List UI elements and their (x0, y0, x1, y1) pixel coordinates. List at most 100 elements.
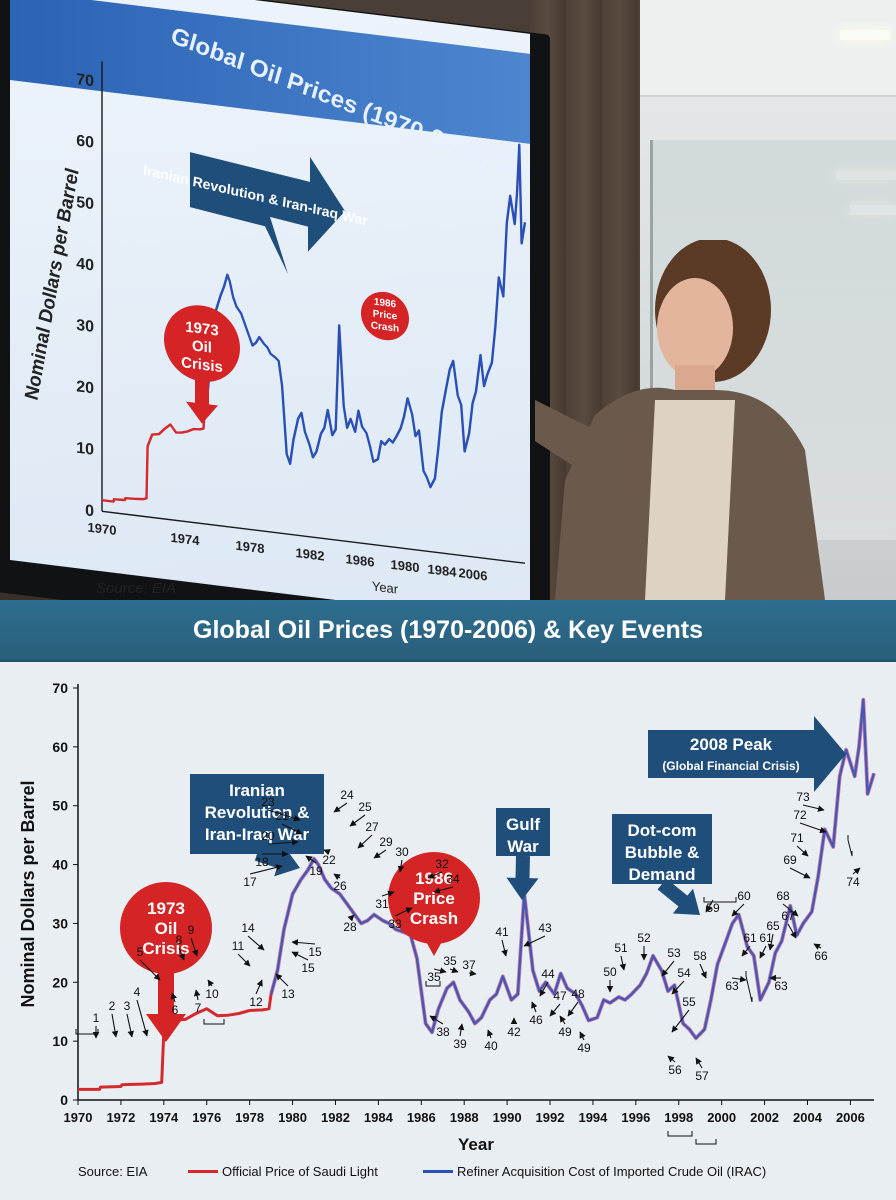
annotation-arrow (457, 1023, 465, 1037)
annotation-arrow (323, 849, 331, 856)
annotation-arrow (619, 955, 626, 971)
y-tick-label: 10 (52, 1033, 68, 1049)
y-tick-label: 70 (52, 680, 68, 696)
annotation-arrow (731, 975, 747, 983)
annotation-label: 2 (109, 999, 116, 1013)
chart-legend: Source: EIA Official Price of Saudi Ligh… (78, 1164, 878, 1184)
legend-label-saudi: Official Price of Saudi Light (222, 1164, 378, 1179)
annotation-label: 34 (446, 872, 460, 886)
chart-panel: Global Oil Prices (1970-2006) & Key Even… (0, 600, 896, 1200)
annotation-label: 52 (637, 931, 651, 945)
callout-label: Crash (410, 909, 458, 928)
x-tick-label: 1986 (407, 1110, 436, 1125)
event-callout: Gulf War (496, 808, 550, 900)
annotation-arrow (281, 823, 303, 835)
range-bracket (203, 1019, 225, 1025)
callout-label: Revolution & (205, 803, 310, 822)
legend-swatch-irac (423, 1170, 453, 1173)
annotation-label: 56 (668, 1063, 682, 1077)
tv-y-tick-label: 40 (76, 254, 94, 274)
callout-label: 2008 Peak (690, 735, 773, 754)
annotation-label: 67 (781, 909, 795, 923)
annotation-arrow (397, 859, 405, 873)
presenter-shirt (645, 400, 735, 600)
annotation-label: 12 (249, 995, 263, 1009)
y-tick-label: 30 (52, 915, 68, 931)
legend-item-saudi: Official Price of Saudi Light (188, 1164, 378, 1179)
annotation-label: 4 (134, 985, 141, 999)
range-bracket (695, 1139, 717, 1145)
annotation-label: 49 (577, 1041, 591, 1055)
x-tick-label: 1992 (536, 1110, 565, 1125)
annotation-label: 55 (682, 995, 696, 1009)
annotation-label: 60 (737, 889, 751, 903)
tv-callout-1973-label: Crisis (181, 354, 223, 376)
annotation-arrow (782, 903, 799, 917)
callout-label: Dot-com (628, 821, 697, 840)
annotation-label: 46 (529, 1013, 543, 1027)
x-tick-label: 2004 (793, 1110, 823, 1125)
callout-label: Oil (155, 919, 178, 938)
annotation-arrow (126, 1013, 134, 1038)
tv-y-tick-label: 10 (76, 439, 94, 459)
annotation-arrow (486, 1029, 494, 1039)
annotation-arrow (373, 849, 387, 859)
annotation-label: 61 (759, 931, 773, 945)
annotation-arrow (799, 822, 827, 834)
range-bracket (847, 835, 853, 857)
tv-x-tick-label: 1974 (171, 530, 201, 549)
callout-circle (388, 852, 480, 944)
annotation-arrow (567, 1001, 579, 1017)
annotation-arrow (349, 814, 366, 827)
annotation-label: 25 (358, 800, 372, 814)
tv-callout-1986-label: 1986 (374, 297, 397, 311)
annotation-label: 22 (322, 853, 336, 867)
tv-y-tick-label: 0 (85, 501, 94, 520)
annotation-label: 6 (172, 1003, 179, 1017)
x-tick-label: 2006 (836, 1110, 865, 1125)
annotation-arrow (267, 809, 301, 822)
callout-label: War (507, 837, 539, 856)
callout-label: Crisis (142, 939, 189, 958)
tv-series-saudi (102, 413, 206, 503)
tv-x-tick-label: 1982 (296, 545, 325, 563)
annotation-arrow (190, 937, 199, 957)
chart-title: Global Oil Prices (1970-2006) & Key Even… (193, 616, 703, 644)
tv-series-irac (203, 143, 527, 489)
tv-screen: Global Oil Prices (1970-2006) & Key Even… (10, 0, 530, 600)
annotation-arrow (767, 933, 775, 951)
annotation-arrow (449, 966, 459, 974)
range-bracket (667, 1131, 693, 1137)
tv-y-tick-label: 70 (76, 70, 94, 90)
x-tick-label: 1980 (278, 1110, 307, 1125)
annotation-label: 73 (796, 790, 810, 804)
callout-label: Demand (628, 865, 695, 884)
presenter-figure (535, 240, 825, 600)
annotation-arrow (813, 943, 822, 950)
annotation-label: 21 (275, 809, 289, 823)
range-bracket (425, 981, 441, 987)
annotation-arrow (531, 1001, 538, 1013)
y-tick-label: 50 (52, 798, 68, 814)
tv-callout-iran: Iranian Revolution & Iran-Iraq War (142, 152, 369, 275)
tv-source-label: Source: EIA (96, 580, 177, 597)
annotation-label: 14 (241, 921, 255, 935)
annotation-label: 15 (301, 961, 315, 975)
range-bracket (745, 971, 753, 1003)
series-line-irac (269, 698, 876, 1040)
annotation-label: 68 (776, 889, 790, 903)
annotation-label: 35 (427, 970, 441, 984)
x-tick-label: 1972 (106, 1110, 135, 1125)
ceiling-light (840, 30, 890, 40)
annotation-label: 58 (693, 949, 707, 963)
x-tick-label: 1998 (664, 1110, 693, 1125)
annotation-arrow (193, 989, 201, 1001)
tv-x-tick-label: 1978 (236, 538, 265, 556)
annotation-label: 71 (790, 831, 804, 845)
annotation-label: 41 (495, 925, 509, 939)
annotation-arrow (433, 886, 454, 894)
tv-y-tick-label: 60 (76, 132, 94, 152)
x-tick-label: 1982 (321, 1110, 350, 1125)
